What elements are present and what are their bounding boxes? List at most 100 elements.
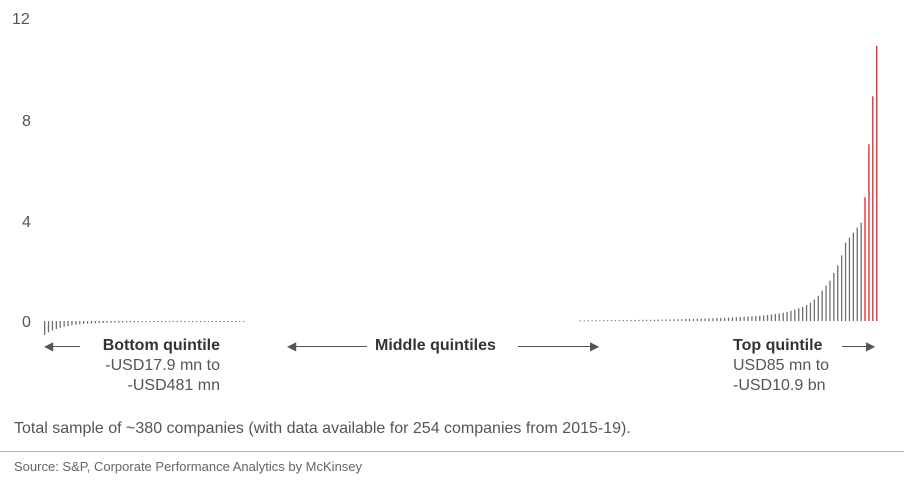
bar [86, 321, 89, 324]
bar [739, 316, 741, 321]
bar [809, 302, 812, 321]
bar [153, 321, 155, 323]
arrow-line [842, 346, 868, 347]
right-arrow-icon: ▶ [866, 339, 876, 353]
bar [172, 321, 174, 322]
bar [751, 316, 753, 321]
bar [716, 318, 718, 321]
bars-group [44, 45, 878, 335]
bar [79, 321, 81, 325]
bar [215, 321, 217, 322]
bar [829, 280, 831, 321]
bar [90, 321, 93, 324]
top-quintile-range-start: USD85 mn to [733, 357, 830, 374]
bar [94, 321, 96, 324]
bar [595, 320, 597, 322]
bar [161, 321, 163, 322]
bar [685, 319, 687, 321]
bar [794, 309, 796, 321]
left-arrow-icon: ◀ [287, 339, 297, 353]
bar [75, 321, 77, 325]
bar [55, 321, 57, 330]
bar [235, 321, 237, 322]
bar [110, 321, 112, 323]
bar-highlight [868, 144, 870, 321]
bottom-quintile-range-start: -USD17.9 mn to [105, 357, 220, 374]
bar [821, 290, 823, 321]
bar [59, 321, 61, 328]
bar [646, 319, 648, 321]
bar [669, 319, 671, 321]
bar [607, 320, 609, 322]
bar-chart: 12 8 4 0 [12, 11, 878, 335]
bar [51, 321, 54, 331]
bar [122, 321, 124, 323]
bar [657, 319, 659, 321]
bar [231, 321, 233, 322]
bar [164, 321, 167, 322]
bar [211, 321, 213, 322]
arrow-line [518, 346, 592, 347]
bar [708, 318, 710, 321]
bottom-quintile-title: Bottom quintile [102, 337, 220, 354]
bar [688, 318, 691, 321]
bar [673, 319, 675, 321]
bar [114, 321, 116, 323]
bar [149, 321, 151, 323]
bar [677, 319, 679, 321]
bar [219, 321, 221, 322]
bar [833, 273, 835, 321]
middle-quintiles-title: Middle quintiles [375, 337, 496, 354]
bar [203, 321, 206, 322]
bar [106, 321, 108, 323]
bar [638, 319, 640, 321]
bar [665, 319, 667, 321]
bar [188, 321, 190, 322]
bar [805, 305, 808, 321]
bar-highlight [872, 96, 874, 322]
bar [622, 320, 624, 322]
bar [837, 265, 839, 321]
source-note: Source: S&P, Corporate Performance Analy… [14, 459, 363, 474]
bar [591, 320, 593, 322]
bar [603, 320, 605, 322]
bar [579, 320, 581, 322]
bar [798, 308, 800, 322]
bar [141, 321, 143, 323]
bar [848, 237, 851, 321]
bar [704, 318, 706, 322]
bar-highlight [864, 197, 866, 321]
y-tick-label: 0 [22, 314, 31, 331]
bar [133, 321, 135, 323]
bar [852, 232, 854, 322]
bar [47, 321, 50, 333]
bar [743, 316, 745, 321]
y-tick-label: 4 [22, 214, 31, 231]
divider [0, 451, 904, 452]
bar [759, 315, 761, 321]
bar [700, 318, 702, 321]
bar [196, 321, 198, 322]
bar [841, 255, 843, 321]
bar [98, 321, 100, 324]
bar [583, 320, 585, 322]
bottom-quintile-range-end: -USD481 mn [127, 377, 220, 394]
bar [626, 320, 628, 322]
top-quintile-title: Top quintile [733, 337, 823, 354]
bar [180, 321, 182, 322]
bar [766, 314, 769, 321]
bar [720, 317, 722, 321]
bar [239, 321, 241, 322]
left-arrow-icon: ◀ [44, 339, 54, 353]
bar [763, 315, 765, 321]
bar [696, 318, 698, 321]
bar [610, 320, 613, 322]
bar [778, 313, 780, 321]
bar [774, 313, 776, 321]
bottom-quintile-label: Bottom quintile -USD17.9 mn to -USD481 m… [86, 336, 220, 396]
bar [44, 321, 46, 335]
bar [770, 314, 773, 322]
bar [200, 321, 202, 322]
bar [176, 321, 178, 322]
bar [192, 321, 194, 322]
